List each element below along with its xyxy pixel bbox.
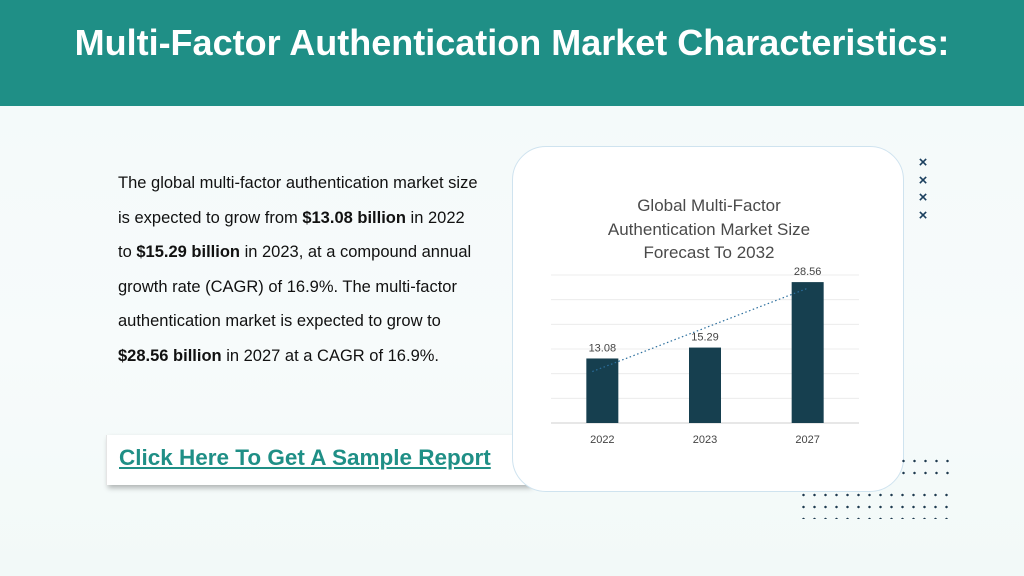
x-mark-icon: ×: [918, 171, 928, 189]
chart-title-line-2: Authentication Market Size: [607, 219, 811, 239]
chart-title-line-3: Forecast To 2032: [643, 243, 775, 262]
decorative-x-marks: × × × ×: [915, 154, 931, 224]
body-text-1: The global multi-factor authentication m…: [118, 174, 478, 227]
bar-2023: [689, 347, 721, 423]
body-text-4: in 2027 at a CAGR of 16.9%.: [221, 346, 440, 365]
chart-title: Global Multi-Factor Authentication Marke…: [513, 194, 905, 265]
value-2027: $28.56 billion: [118, 346, 222, 365]
data-label-2022: 13.08: [589, 342, 617, 354]
value-2022: $13.08 billion: [302, 208, 406, 227]
body-text-2: in 2022 to: [118, 208, 465, 262]
decorative-dot-grid-upper: [898, 455, 953, 483]
chart-card: Global Multi-Factor Authentication Marke…: [512, 146, 904, 492]
sample-report-link[interactable]: Click Here To Get A Sample Report: [119, 445, 491, 470]
bar-2022: [586, 358, 619, 423]
chart-title-line-1: Global Multi-Factor: [637, 196, 781, 215]
x-tick-label-2023: 2023: [693, 434, 717, 446]
x-tick-label-2022: 2022: [590, 434, 614, 446]
data-label-2023: 15.29: [691, 332, 719, 344]
x-tick-label-2027: 2027: [795, 434, 819, 446]
body-text-3: in 2023, at a compound annual growth rat…: [118, 243, 472, 331]
data-label-2027: 28.56: [794, 266, 822, 278]
bar-chart: 13.08 2022 15.29 2023 28.56 2027: [551, 266, 859, 446]
decorative-dot-grid-lower: [798, 489, 954, 519]
value-2023: $15.29 billion: [136, 243, 240, 262]
bar-2027: [791, 282, 824, 423]
sample-report-button[interactable]: Click Here To Get A Sample Report: [106, 435, 530, 485]
x-mark-icon: ×: [918, 154, 928, 171]
trendline: [592, 287, 808, 373]
x-mark-icon: ×: [918, 189, 928, 206]
page-title: Multi-Factor Authentication Market Chara…: [74, 22, 950, 63]
x-mark-icon: ×: [918, 206, 928, 224]
header-banner: Multi-Factor Authentication Market Chara…: [0, 0, 1024, 106]
market-description: The global multi-factor authentication m…: [118, 166, 478, 374]
